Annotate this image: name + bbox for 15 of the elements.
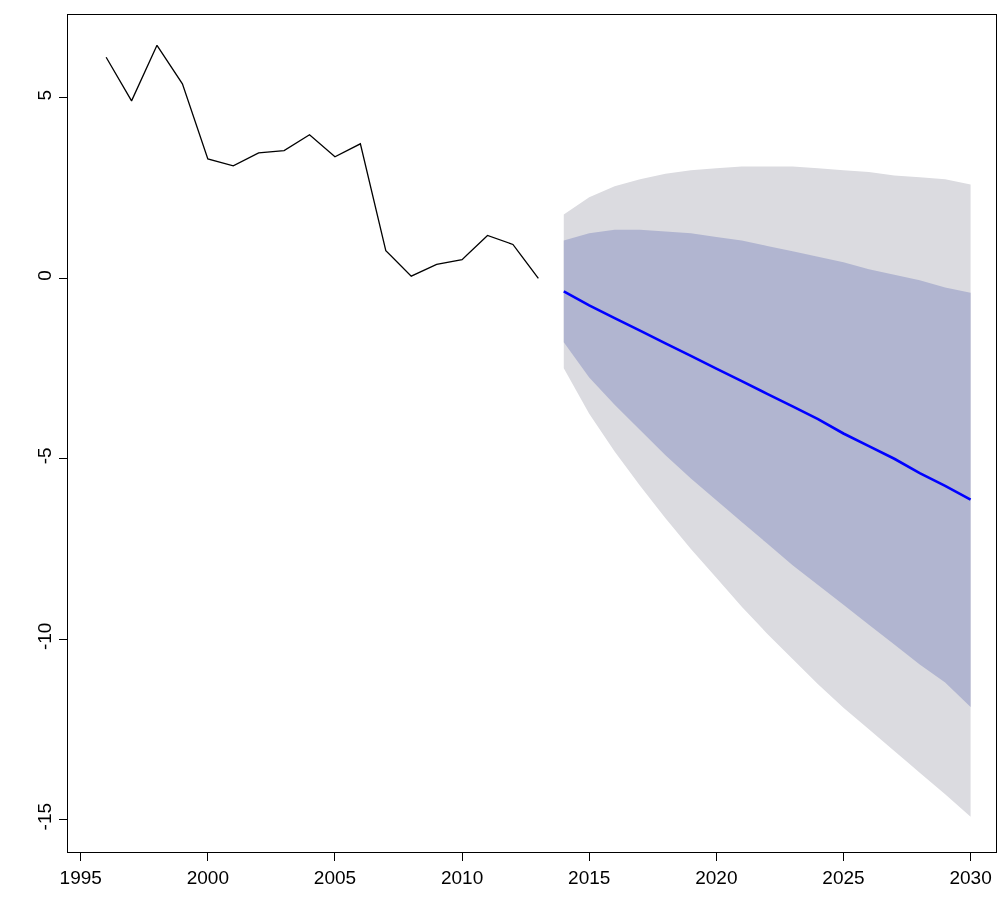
x-tick-label: 2015 [568,867,611,888]
line-series [105,44,540,280]
x-tick-label: 2020 [695,867,738,888]
x-tick-label: 1995 [59,867,102,888]
x-tick-label: 2000 [186,867,229,888]
x-tick-label: 2005 [313,867,357,888]
x-tick-label: 2030 [949,867,992,888]
y-tick-label: -10 [34,622,56,651]
y-tick-label: -5 [34,447,56,465]
x-tick-label: 2010 [440,867,484,888]
y-tick-label: 5 [34,89,56,101]
y-tick-label: -15 [34,802,56,831]
y-tick-label: 0 [34,270,56,281]
line-series [562,290,972,501]
x-tick-label: 2025 [822,867,865,888]
